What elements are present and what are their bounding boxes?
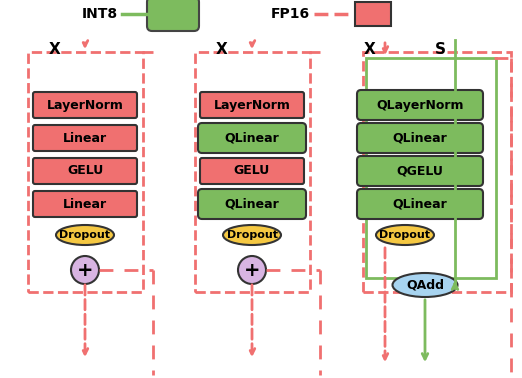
Text: X: X [49, 42, 61, 57]
Text: +: + [244, 260, 260, 279]
Text: FP16: FP16 [271, 7, 310, 21]
Bar [28, 52, 143, 292]
Text: GELU: GELU [234, 164, 270, 178]
FancyBboxPatch shape [357, 90, 483, 120]
FancyBboxPatch shape [357, 189, 483, 219]
Text: S: S [434, 42, 445, 57]
Text: Linear: Linear [63, 132, 107, 144]
FancyBboxPatch shape [200, 158, 304, 184]
FancyBboxPatch shape [198, 123, 306, 153]
Text: GELU: GELU [67, 164, 103, 178]
Text: INT8: INT8 [82, 7, 118, 21]
Text: QGELU: QGELU [397, 164, 443, 178]
Text: Dropout: Dropout [60, 230, 111, 240]
FancyBboxPatch shape [33, 92, 137, 118]
Bar [366, 58, 496, 278]
Ellipse shape [223, 225, 281, 245]
FancyBboxPatch shape [147, 0, 199, 31]
FancyBboxPatch shape [357, 156, 483, 186]
Ellipse shape [393, 273, 457, 297]
Ellipse shape [376, 225, 434, 245]
Ellipse shape [238, 256, 266, 284]
Text: Linear: Linear [63, 197, 107, 211]
Text: QLayerNorm: QLayerNorm [376, 99, 464, 112]
Bar [195, 52, 310, 292]
Text: LayerNorm: LayerNorm [213, 99, 290, 112]
FancyBboxPatch shape [33, 158, 137, 184]
Text: QLinear: QLinear [224, 132, 279, 144]
Text: LayerNorm: LayerNorm [46, 99, 123, 112]
Text: Dropout: Dropout [379, 230, 431, 240]
Text: QAdd: QAdd [406, 279, 444, 291]
FancyBboxPatch shape [200, 92, 304, 118]
Text: X: X [216, 42, 228, 57]
FancyBboxPatch shape [198, 189, 306, 219]
Bar [363, 52, 511, 292]
FancyBboxPatch shape [33, 191, 137, 217]
FancyBboxPatch shape [33, 125, 137, 151]
Ellipse shape [56, 225, 114, 245]
Ellipse shape [71, 256, 99, 284]
Text: Dropout: Dropout [227, 230, 278, 240]
Bar [355, 2, 391, 26]
Text: QLinear: QLinear [393, 197, 447, 211]
Text: QLinear: QLinear [393, 132, 447, 144]
Text: QLinear: QLinear [224, 197, 279, 211]
Text: X: X [364, 42, 376, 57]
FancyBboxPatch shape [357, 123, 483, 153]
Text: +: + [77, 260, 93, 279]
